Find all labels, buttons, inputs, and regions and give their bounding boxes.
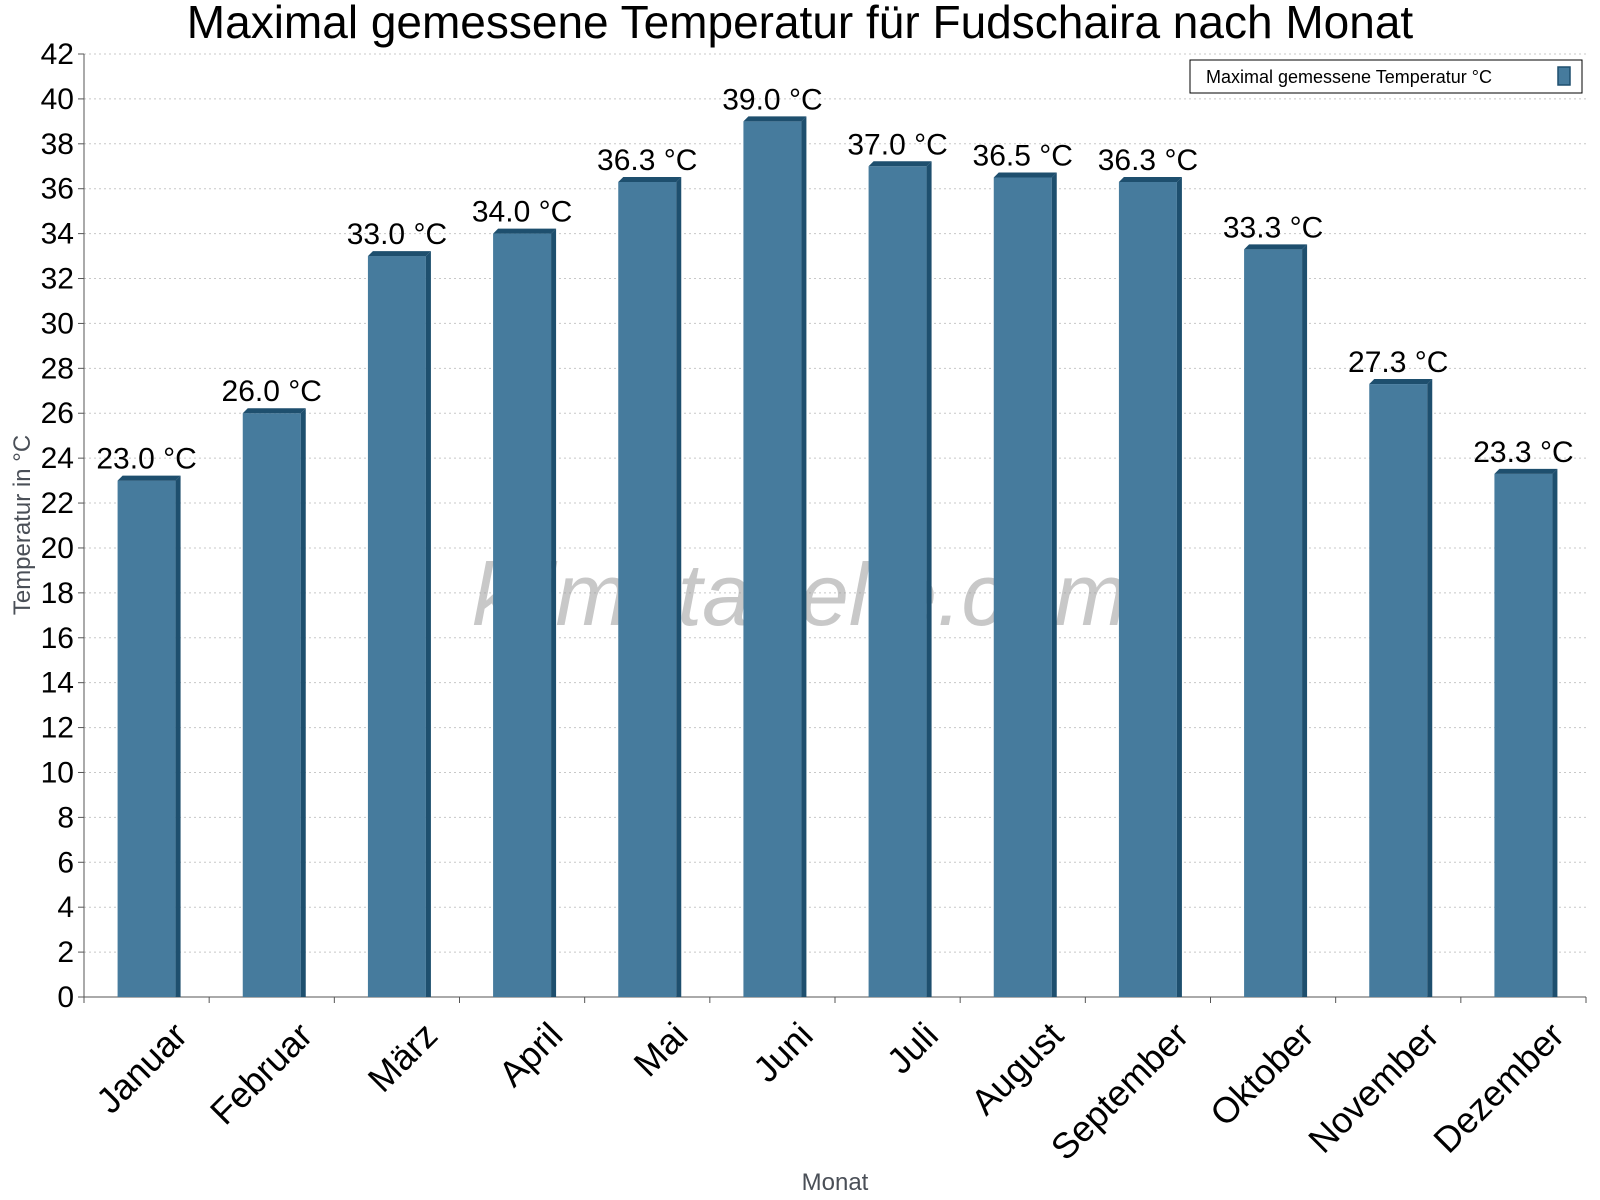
y-tick-label: 40 [41, 83, 74, 116]
y-tick-label: 38 [41, 128, 74, 161]
x-category-label: September [1043, 1014, 1197, 1168]
bar [493, 233, 552, 998]
x-category-label: Mai [626, 1014, 696, 1084]
bar [743, 121, 802, 998]
y-tick-label: 30 [41, 307, 74, 340]
y-tick-label: 24 [41, 442, 74, 475]
y-tick-label: 36 [41, 173, 74, 206]
bar-side [1176, 176, 1182, 997]
bar [618, 181, 677, 997]
x-category-label: Februar [202, 1014, 320, 1132]
bar-side [300, 408, 306, 997]
x-category-label: Juli [879, 1014, 946, 1081]
y-tick-label: 18 [41, 577, 74, 610]
bar-top [242, 408, 306, 414]
y-tick-label: 34 [41, 218, 74, 251]
y-tick-label: 22 [41, 487, 74, 520]
y-tick-label: 10 [41, 756, 74, 789]
legend-label: Maximal gemessene Temperatur °C [1206, 67, 1492, 87]
bar-side [175, 475, 181, 998]
y-tick-label: 28 [41, 352, 74, 385]
bar-side [676, 176, 682, 997]
bar [868, 166, 927, 997]
y-tick-label: 12 [41, 712, 74, 745]
bar-top [1244, 244, 1308, 250]
bars [117, 116, 1558, 998]
bar-top [1118, 176, 1182, 182]
x-category-label: Juni [745, 1014, 821, 1090]
y-axis-title: Temperatur in °C [9, 435, 36, 615]
bar-side [1051, 172, 1057, 997]
value-label: 36.3 °C [597, 144, 697, 177]
y-tick-label: 20 [41, 532, 74, 565]
value-label: 33.0 °C [347, 218, 447, 251]
bar-top [367, 251, 431, 257]
value-label: 23.3 °C [1473, 436, 1573, 469]
bar-side [425, 251, 431, 998]
chart-title: Maximal gemessene Temperatur für Fudscha… [187, 0, 1414, 48]
value-label: 36.3 °C [1098, 144, 1198, 177]
grid-lines [84, 53, 1586, 953]
value-label: 36.5 °C [973, 139, 1073, 172]
legend: Maximal gemessene Temperatur °C [1189, 59, 1583, 94]
legend-swatch [1557, 66, 1571, 86]
value-label: 34.0 °C [472, 196, 572, 229]
bar-side [1302, 244, 1308, 998]
bar [993, 177, 1052, 997]
bar-top [618, 176, 682, 182]
bar-side [1427, 379, 1433, 997]
y-tick-label: 2 [57, 936, 74, 969]
bar [1244, 249, 1303, 998]
bar-top [743, 116, 807, 122]
y-tick-label: 42 [41, 38, 74, 71]
y-tick-label: 14 [41, 667, 74, 700]
x-category-label: Oktober [1202, 1014, 1322, 1134]
value-label: 23.0 °C [96, 443, 196, 476]
bar-top [1369, 379, 1433, 385]
x-category-label: August [963, 1014, 1071, 1122]
value-label: 26.0 °C [222, 375, 322, 408]
y-tick-label: 6 [57, 846, 74, 879]
bar [1118, 181, 1177, 997]
value-label: 39.0 °C [722, 83, 822, 116]
bar-top [1494, 468, 1558, 474]
y-tick-label: 4 [57, 891, 74, 924]
x-axis: Januar Februar März April Mai Juni Juli AugustS… [83, 996, 1587, 1168]
x-axis-title: Monat [802, 1169, 869, 1196]
value-labels: 23.0 °C 26.0 °C 33.0 °C 34.0 °C 36.3 °C 39.0 … [96, 83, 1573, 475]
x-category-label: November [1300, 1014, 1446, 1160]
bar [117, 480, 176, 998]
bar [1369, 384, 1428, 997]
y-tick-label: 16 [41, 622, 74, 655]
value-label: 27.3 °C [1348, 346, 1448, 379]
bar-top [868, 161, 932, 167]
bar-top [493, 228, 557, 234]
legend-box [1189, 59, 1583, 94]
bar-side [801, 116, 807, 998]
bar-side [551, 228, 557, 998]
bar [367, 256, 426, 998]
x-category-label: Januar [88, 1014, 195, 1121]
bar-top [993, 172, 1057, 178]
bar-top [117, 475, 181, 481]
bar-side [926, 161, 932, 997]
value-label: 33.3 °C [1223, 211, 1323, 244]
value-label: 37.0 °C [847, 128, 947, 161]
x-category-label: Dezember [1425, 1014, 1571, 1160]
y-tick-label: 8 [57, 801, 74, 834]
y-tick-label: 26 [41, 397, 74, 430]
bar [242, 413, 301, 997]
x-category-label: März [360, 1014, 446, 1100]
y-tick-label: 32 [41, 263, 74, 296]
bar [1494, 473, 1553, 998]
y-tick-label: 0 [57, 981, 74, 1014]
x-category-label: April [490, 1014, 570, 1094]
bar-side [1552, 468, 1558, 998]
